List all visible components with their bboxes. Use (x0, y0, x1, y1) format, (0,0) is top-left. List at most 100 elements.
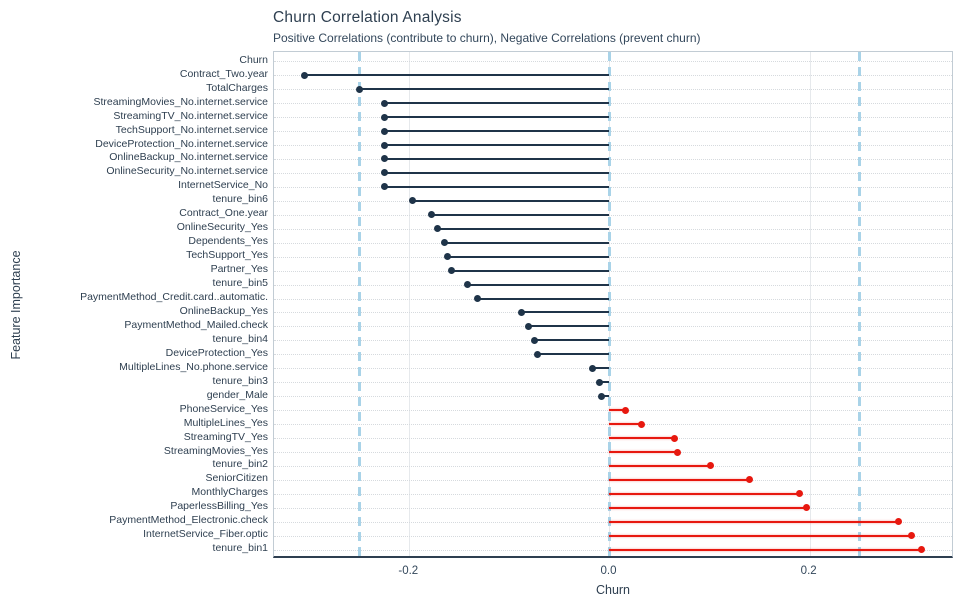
row-label: MultipleLines_Yes (183, 416, 268, 429)
correlation-dot (443, 253, 451, 261)
correlation-dot (380, 155, 388, 163)
row-label: SeniorCitizen (205, 472, 268, 485)
correlation-dot (380, 183, 388, 191)
correlation-dot (533, 350, 541, 358)
correlation-dot (355, 85, 363, 93)
correlation-dot (380, 141, 388, 149)
correlation-dot (597, 392, 605, 400)
correlation-stem (467, 283, 610, 286)
correlation-stem (609, 464, 711, 467)
correlation-dot (463, 281, 471, 289)
row-label: OnlineBackup_Yes (179, 304, 268, 317)
correlation-dot (638, 420, 646, 428)
row-label: TechSupport_Yes (186, 249, 268, 262)
correlation-dot (796, 490, 804, 498)
row-gridline (274, 256, 952, 258)
row-gridline (274, 284, 952, 286)
correlation-stem (592, 367, 610, 370)
correlation-stem (528, 325, 610, 328)
row-gridline (274, 354, 952, 356)
correlation-stem (601, 395, 610, 398)
row-label: tenure_bin5 (212, 277, 268, 290)
row-label: PaymentMethod_Electronic.check (109, 514, 268, 527)
chart-subtitle: Positive Correlations (contribute to chu… (273, 31, 701, 45)
correlation-dot (595, 378, 603, 386)
row-gridline (274, 61, 952, 63)
row-label: OnlineSecurity_No.internet.service (106, 165, 268, 178)
row-gridline (274, 382, 952, 384)
correlation-dot (433, 225, 441, 233)
correlation-dot (746, 476, 754, 484)
correlation-dot (447, 267, 455, 275)
correlation-stem (609, 437, 675, 440)
correlation-dot (918, 546, 926, 554)
row-gridline (274, 312, 952, 314)
correlation-dot (380, 127, 388, 135)
x-tick-label: 0.0 (600, 565, 617, 577)
x-tick-label: 0.2 (800, 565, 817, 577)
correlation-dot (588, 364, 596, 372)
correlation-dot (707, 462, 715, 470)
row-label: gender_Male (206, 388, 268, 401)
row-gridline (274, 172, 952, 174)
row-label: TotalCharges (206, 81, 268, 94)
correlation-dot (524, 322, 532, 330)
row-label: MonthlyCharges (191, 486, 268, 499)
row-gridline (274, 145, 952, 147)
correlation-dot (517, 308, 525, 316)
row-label: tenure_bin3 (212, 374, 268, 387)
row-gridline (274, 242, 952, 244)
row-gridline (274, 186, 952, 188)
correlation-stem (384, 116, 610, 119)
correlation-stem (384, 185, 610, 188)
correlation-dot (674, 448, 682, 456)
correlation-dot (380, 113, 388, 121)
row-label: tenure_bin6 (212, 193, 268, 206)
row-gridline (274, 200, 952, 202)
reference-dashed-line (357, 52, 361, 556)
row-gridline (274, 214, 952, 216)
row-label: OnlineBackup_No.internet.service (109, 151, 268, 164)
correlation-stem (384, 102, 610, 105)
x-tick-label: -0.2 (398, 565, 419, 577)
row-gridline (274, 75, 952, 77)
correlation-dot (380, 99, 388, 107)
row-gridline (274, 103, 952, 105)
row-label: StreamingTV_No.internet.service (113, 109, 268, 122)
correlation-stem (444, 241, 610, 244)
row-label: PaymentMethod_Credit.card..automatic. (80, 291, 268, 304)
correlation-stem (477, 297, 610, 300)
correlation-dot (530, 336, 538, 344)
row-gridline (274, 89, 952, 91)
row-label: DeviceProtection_No.internet.service (95, 137, 268, 150)
correlation-dot (473, 295, 481, 303)
row-label: InternetService_No (178, 179, 268, 192)
row-gridline (274, 158, 952, 160)
row-gridline (274, 396, 952, 398)
row-label: InternetService_Fiber.optic (143, 528, 268, 541)
row-gridline (274, 270, 952, 272)
reference-dashed-line (607, 52, 611, 556)
correlation-stem (521, 311, 610, 314)
correlation-dot (803, 504, 811, 512)
correlation-stem (384, 130, 610, 133)
correlation-stem (359, 88, 610, 91)
x-axis-title: Churn (595, 583, 631, 597)
row-label: PaperlessBilling_Yes (170, 500, 268, 513)
x-gridline (409, 52, 411, 556)
correlation-stem (609, 520, 899, 523)
row-label: PaymentMethod_Mailed.check (124, 318, 268, 331)
correlation-stem (609, 409, 626, 412)
row-label: StreamingMovies_Yes (163, 444, 268, 457)
row-label: tenure_bin4 (212, 332, 268, 345)
row-label: StreamingMovies_No.internet.service (93, 95, 269, 108)
correlation-stem (609, 423, 642, 426)
correlation-stem (599, 381, 610, 384)
row-gridline (274, 368, 952, 370)
correlation-stem (447, 255, 610, 258)
correlation-dot (908, 532, 916, 540)
correlation-stem (609, 478, 750, 481)
correlation-dot (895, 518, 903, 526)
correlation-stem (609, 548, 922, 551)
